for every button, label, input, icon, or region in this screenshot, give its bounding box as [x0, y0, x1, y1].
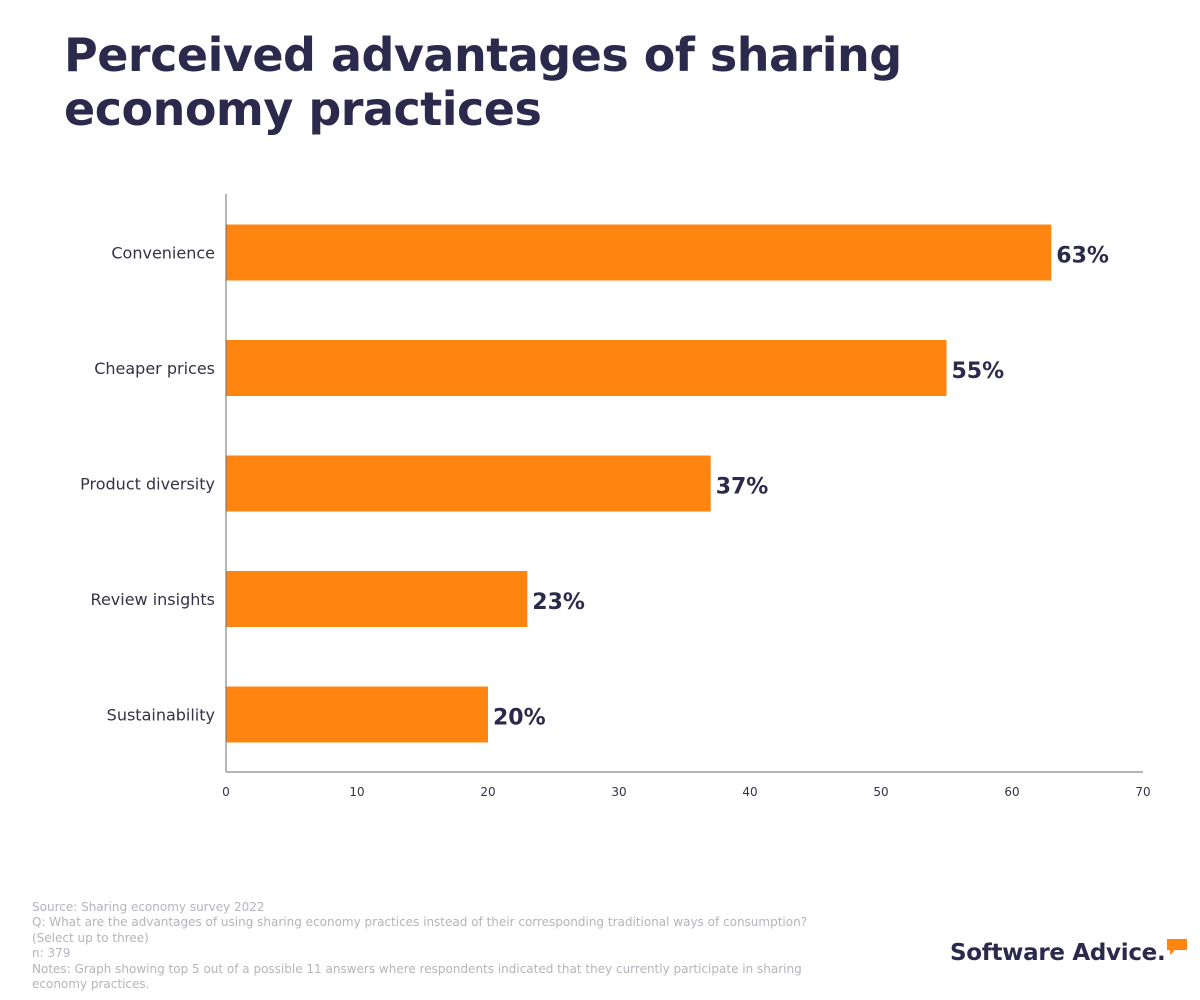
category-label: Product diversity: [80, 475, 215, 494]
question-instruction: (Select up to three): [32, 930, 149, 945]
x-tick-label: 20: [480, 785, 495, 799]
bar-product-diversity: [226, 455, 711, 512]
bar-review-insights: [226, 571, 528, 627]
sample-size: n: 379: [32, 946, 71, 961]
axis-layer: Convenience 63% Cheaper prices 55% Product d…: [80, 194, 1151, 799]
category-label: Sustainability: [107, 706, 215, 725]
bars-layer: [226, 224, 1052, 743]
x-tick-label: 10: [349, 785, 364, 799]
logo-text: Software Advice.: [950, 940, 1166, 966]
speech-bubble-shape: [1167, 939, 1188, 955]
value-label: 20%: [493, 706, 546, 731]
value-label: 37%: [716, 475, 769, 500]
x-tick-label: 30: [611, 785, 626, 799]
bar-cheaper-prices: [226, 340, 947, 396]
bar-chart: Convenience 63% Cheaper prices 55% Product d…: [80, 194, 1151, 799]
footnote: Notes: Graph showing top 5 out of a poss…: [32, 961, 802, 992]
category-label: Review insights: [91, 590, 215, 609]
bar-sustainability: [226, 686, 488, 743]
chart-title: Perceived advantages of sharing economy …: [64, 28, 902, 136]
source-note: Source: Sharing economy survey 2022: [32, 900, 265, 914]
x-tick-label: 70: [1135, 785, 1150, 799]
value-label: 55%: [952, 359, 1005, 384]
chart-notes: Source: Sharing economy survey 2022 Q: W…: [32, 900, 852, 992]
question-note: Q: What are the advantages of using shar…: [32, 915, 808, 930]
value-label: 63%: [1056, 244, 1109, 269]
bar-convenience: [226, 224, 1052, 281]
x-tick-label: 50: [873, 785, 888, 799]
x-tick-label: 0: [222, 785, 230, 799]
category-label: Convenience: [111, 244, 215, 263]
value-label: 23%: [532, 590, 585, 615]
speech-bubble-icon: [1167, 939, 1188, 955]
x-tick-label: 60: [1004, 785, 1019, 799]
software-advice-logo: Software Advice.: [950, 936, 1188, 970]
category-label: Cheaper prices: [94, 359, 215, 378]
x-tick-label: 40: [742, 785, 757, 799]
